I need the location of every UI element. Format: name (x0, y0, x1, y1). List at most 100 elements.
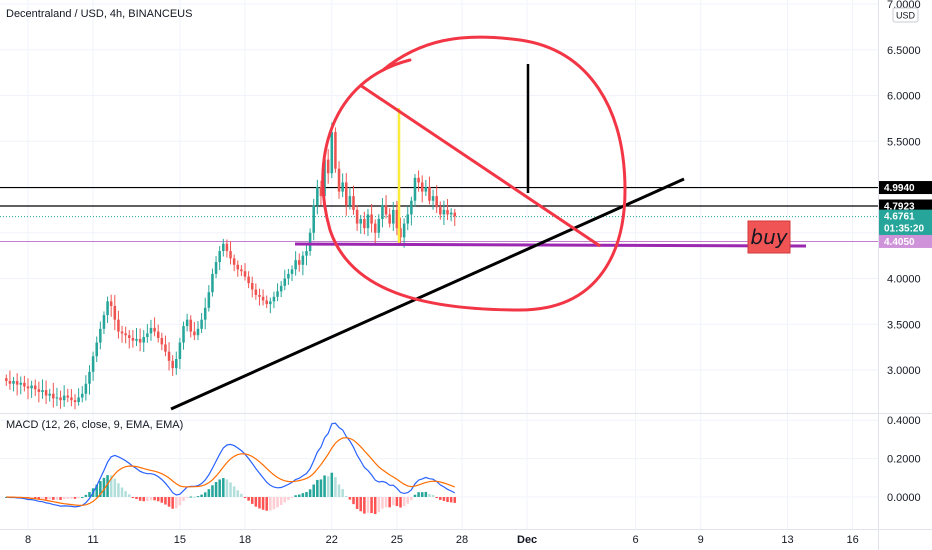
macd-histogram-bar (59, 497, 62, 500)
candle-body (420, 182, 424, 192)
candle-body (359, 219, 362, 224)
macd-histogram-bar (222, 478, 225, 497)
macd-histogram-bar (341, 489, 344, 497)
time-tick-label: 15 (174, 534, 186, 546)
currency-button[interactable]: USD (892, 7, 919, 23)
macd-histogram-bar (265, 497, 268, 511)
candle-body (37, 389, 41, 392)
candle-body (290, 269, 294, 274)
candle-body (337, 168, 341, 192)
macd-histogram-bar (250, 497, 254, 504)
macd-histogram-bar (232, 486, 236, 497)
candle-body (323, 159, 326, 197)
candle-body (26, 386, 30, 389)
macd-histogram-bar (308, 489, 312, 497)
macd-histogram-bar (261, 497, 265, 510)
candle-body (52, 393, 55, 399)
candle-body (15, 380, 19, 385)
candle-body (352, 196, 355, 210)
candle-body (193, 331, 196, 336)
macd-histogram-bar (99, 481, 102, 497)
macd-histogram-bar (95, 484, 98, 497)
macd-histogram-bar (196, 496, 200, 498)
candle-body (240, 269, 243, 272)
candle-body (146, 333, 149, 338)
time-tick-label: 16 (846, 534, 858, 546)
macd-histogram-bar (348, 497, 352, 500)
time-tick-label: 11 (87, 534, 98, 546)
macd-histogram-bar (211, 485, 214, 497)
candle-body (308, 232, 312, 252)
candle-body (348, 196, 352, 206)
candle-body (279, 285, 283, 292)
candle-body (41, 390, 44, 392)
macd-histogram-bar (225, 479, 229, 497)
macd-histogram-bar (135, 497, 138, 499)
macd-histogram-bar (406, 497, 410, 504)
time-tick-label: 13 (781, 534, 793, 546)
candle-body (164, 344, 167, 352)
macd-group (0, 419, 878, 514)
candle-body (218, 251, 221, 263)
macd-histogram-bar (88, 492, 91, 497)
candle-body (258, 294, 261, 297)
buy-annotation[interactable]: buy (747, 220, 791, 254)
candle-body (128, 335, 131, 338)
time-tick-label: 18 (239, 534, 251, 546)
candle-body (30, 385, 33, 389)
price-tag-background (879, 199, 932, 213)
macd-histogram-bar (326, 476, 330, 497)
macd-histogram-bar (30, 497, 33, 499)
candle-body (392, 209, 395, 224)
time-tick-label: 25 (391, 534, 403, 546)
candle-body (265, 300, 268, 305)
candle-body (70, 397, 73, 401)
macd-histogram-bar (243, 497, 247, 498)
candle-body (345, 182, 348, 206)
macd-histogram-bar (269, 497, 272, 511)
candle-body (117, 319, 120, 332)
candle-body (334, 132, 337, 169)
drawings-group (170, 35, 807, 411)
macd-histogram-bar (417, 492, 420, 497)
candle-body (261, 296, 265, 301)
candle-body (99, 328, 102, 343)
macd-histogram-bar (33, 497, 37, 499)
macd-histogram-bar (146, 497, 149, 502)
macd-histogram-bar (337, 484, 341, 497)
candle-body (395, 209, 399, 229)
macd-tick-label: 0.4000 (887, 415, 921, 427)
candle-body (287, 273, 290, 279)
candle-body (88, 371, 91, 384)
candle-body (156, 331, 160, 338)
purple-support-line (294, 242, 807, 248)
macd-histogram-bar (316, 479, 319, 497)
macd-histogram-bar (167, 497, 171, 507)
candle-body (431, 196, 435, 201)
macd-histogram-bar (73, 497, 77, 499)
macd-histogram-bar (449, 497, 453, 503)
candle-body (59, 397, 62, 401)
candle-body (109, 301, 113, 306)
price-tag-background (879, 234, 932, 248)
candle-body (399, 228, 402, 238)
price-tag-label: 4.9940 (884, 183, 915, 194)
candle-body (297, 260, 301, 265)
candle-body (428, 187, 431, 201)
macd-histogram-bar (287, 497, 290, 500)
candle-body (160, 337, 164, 345)
candle-body (106, 301, 109, 316)
candle-body (272, 296, 276, 302)
candle-body (167, 351, 171, 361)
candle-body (171, 360, 174, 369)
candle-body (366, 214, 370, 229)
candle-body (214, 262, 218, 274)
candle-body (48, 393, 51, 396)
candle-body (178, 342, 182, 360)
candle-body (377, 219, 381, 233)
macd-histogram-bar (384, 497, 388, 508)
macd-histogram-bar (164, 497, 167, 505)
macd-histogram-bar (399, 497, 402, 508)
macd-histogram-bar (305, 492, 308, 497)
